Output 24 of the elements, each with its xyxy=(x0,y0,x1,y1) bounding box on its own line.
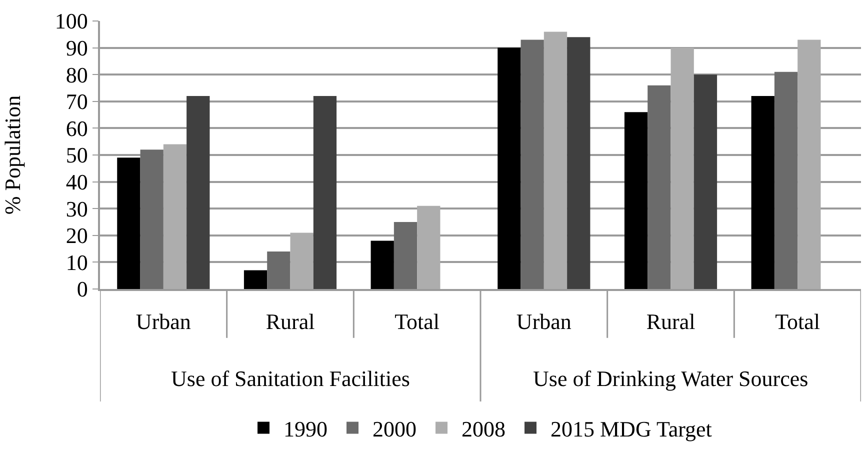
y-tick-label: 90 xyxy=(66,36,88,60)
y-tick-label: 10 xyxy=(66,250,88,275)
y-tick-label: 50 xyxy=(66,142,88,168)
y-tick-label: 80 xyxy=(66,62,88,88)
legend-label: 1990 xyxy=(284,416,328,442)
x-tick-label: Urban xyxy=(136,309,191,334)
x-tick-label: Rural xyxy=(646,309,696,334)
y-tick-label: 0 xyxy=(76,276,88,302)
y-tick-label: 30 xyxy=(66,196,88,222)
y-axis-title: % Population xyxy=(0,95,25,215)
y-tick-label: 70 xyxy=(66,89,88,114)
y-tick-label: 60 xyxy=(66,116,88,141)
text: Use of Drinking Water Sources xyxy=(533,366,808,391)
x-tick-label: Total xyxy=(775,309,820,334)
y-tick-label: 20 xyxy=(66,223,88,248)
y-tick-label: 40 xyxy=(66,170,88,194)
legend-label: 2000 xyxy=(372,416,416,442)
legend-label: 2015 MDG Target xyxy=(550,416,712,442)
x-tick-label: Rural xyxy=(266,309,315,334)
y-tick-label: 100 xyxy=(54,8,88,34)
legend-label: 2008 xyxy=(462,416,506,442)
x-tick-label: Urban xyxy=(516,309,572,334)
text: Use of Sanitation Facilities xyxy=(171,366,410,391)
x-tick-label: Total xyxy=(394,309,440,334)
